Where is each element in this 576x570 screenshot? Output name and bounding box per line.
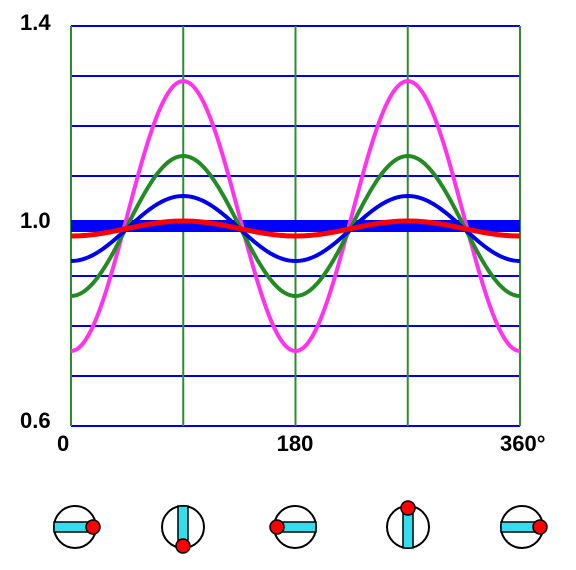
y-tick-label: 0.6 [20,408,51,433]
wheel-diagram [54,506,100,548]
wheel-pin [533,520,547,534]
x-tick-label: 180 [277,431,314,456]
y-tick-label: 1.0 [20,208,51,233]
wheel-diagram [162,506,204,553]
wheel-pin [86,520,100,534]
x-tick-label: 360° [500,431,546,456]
wheel-pin [401,501,415,515]
y-tick-label: 1.4 [20,10,51,35]
wheel-pin [176,539,190,553]
wheel-pin [270,520,284,534]
wheel-diagram [387,501,429,548]
wheel-diagrams [54,501,547,553]
wheel-diagram [501,506,547,548]
x-tick-label: 0 [57,431,69,456]
wheel-diagram [270,506,316,548]
